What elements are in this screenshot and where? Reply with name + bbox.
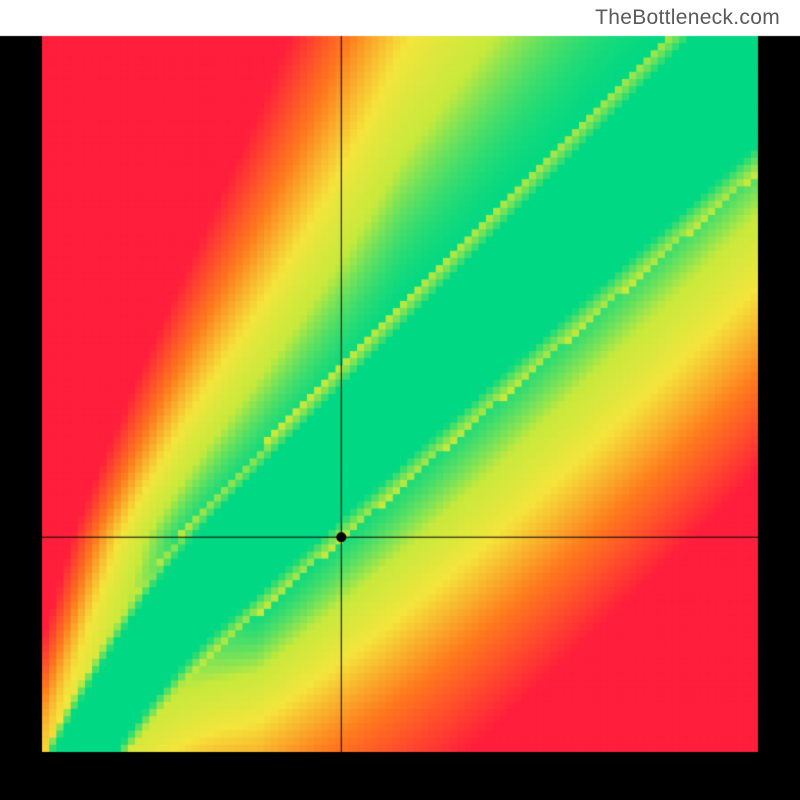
attribution-label: TheBottleneck.com — [595, 6, 780, 30]
bottleneck-heatmap — [0, 0, 800, 800]
chart-container: { "attribution": "TheBottleneck.com", "c… — [0, 0, 800, 800]
